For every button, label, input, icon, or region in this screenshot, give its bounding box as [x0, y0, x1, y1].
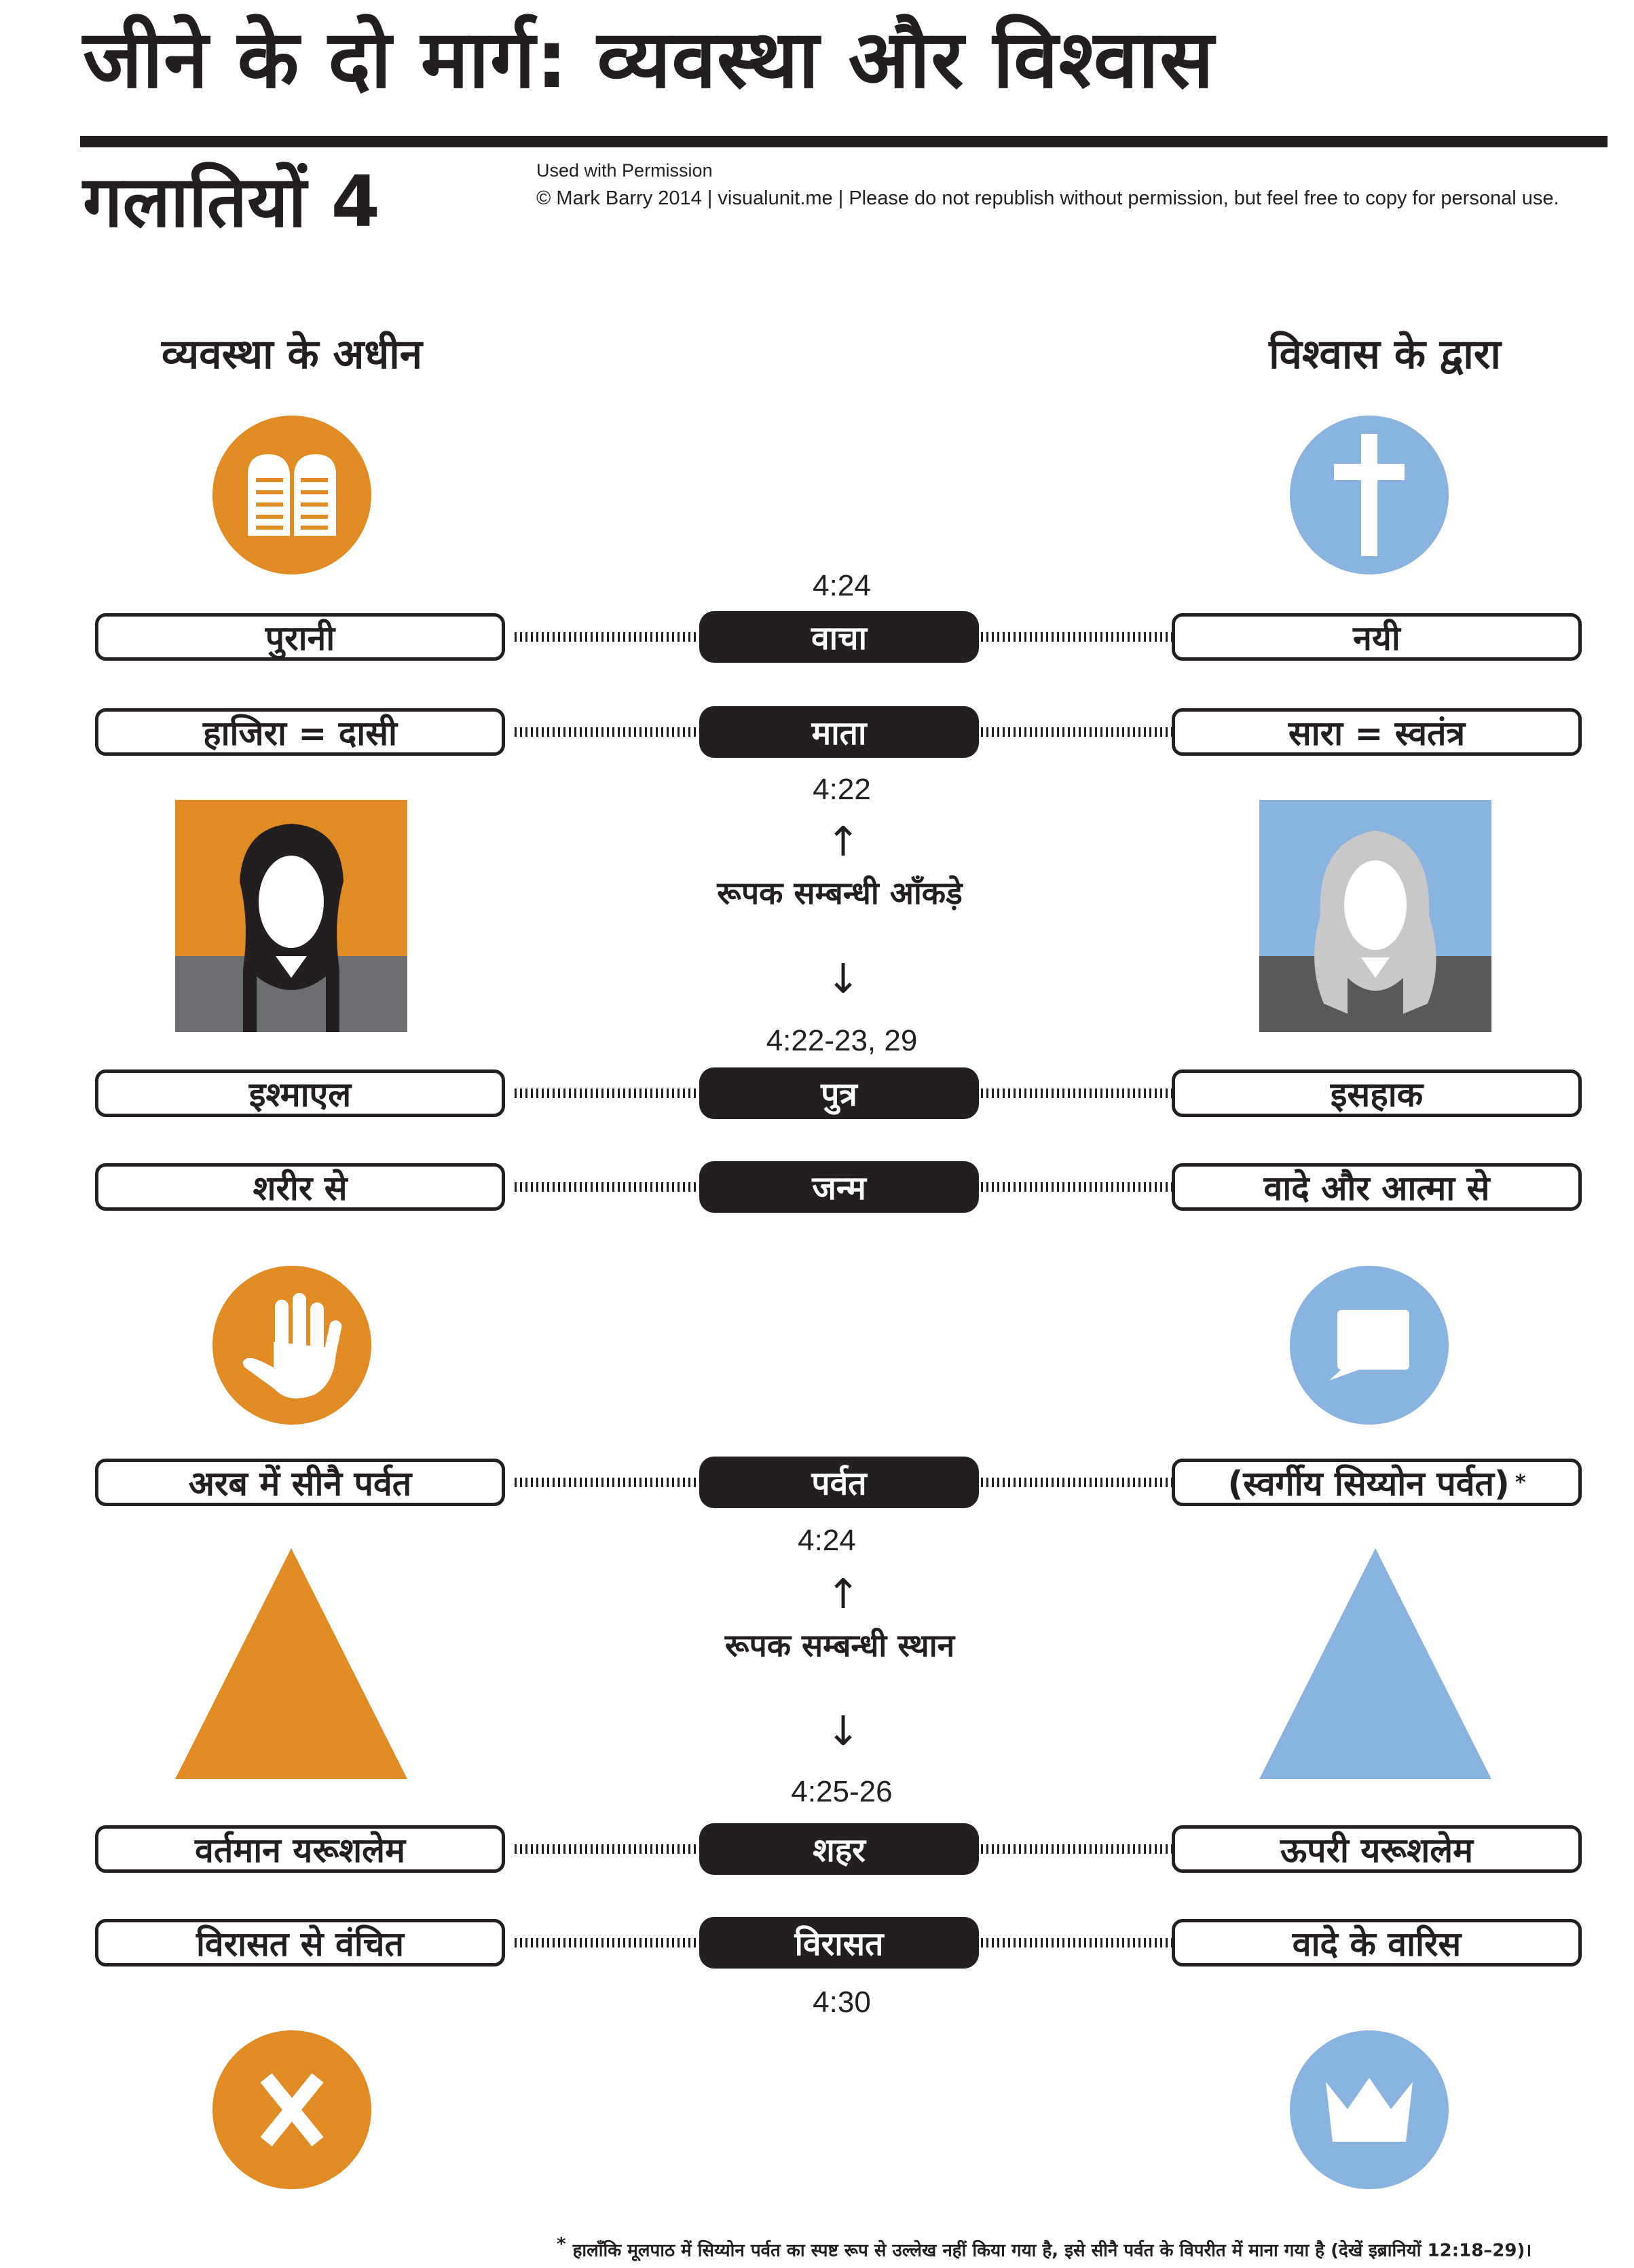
row-old-law: पुरानी — [95, 613, 505, 661]
dotted-connector — [515, 632, 711, 642]
cross-icon — [1290, 416, 1449, 574]
dotted-connector — [981, 1182, 1178, 1192]
header-rule — [80, 136, 1608, 147]
ref-4-24-b: 4:24 — [798, 1524, 856, 1557]
dotted-connector — [981, 1089, 1178, 1098]
dotted-connector — [981, 1938, 1178, 1947]
hagar-portrait — [175, 800, 407, 1032]
ref-4-25-26: 4:25-26 — [791, 1775, 893, 1808]
permission-note: Used with Permission — [536, 160, 713, 181]
row-by-flesh: शरीर से — [95, 1163, 505, 1211]
footnote: * हालाँकि मूलपाठ में सिय्योन पर्वत का स्प… — [557, 2234, 1531, 2262]
down-arrow: ↓ — [826, 1708, 861, 1755]
row-by-promise-spirit: वादे और आत्मा से — [1172, 1163, 1582, 1211]
row-mount-zion: (स्वर्गीय सिय्योन पर्वत) * — [1172, 1459, 1582, 1506]
row-isaac: इसहाक — [1172, 1069, 1582, 1117]
dotted-connector — [515, 1478, 711, 1487]
row-mount-zion-label: (स्वर्गीय सिय्योन पर्वत) — [1227, 1464, 1510, 1503]
center-label-inheritance: विरासत — [699, 1917, 979, 1969]
row-new-faith: नयी — [1172, 613, 1582, 661]
chapter-title: गलातियों 4 — [83, 160, 381, 243]
mount-sinai-triangle — [175, 1548, 407, 1779]
tablets-icon — [212, 416, 371, 574]
row-hagar: हाजिरा = दासी — [95, 708, 505, 756]
x-icon — [212, 2030, 371, 2189]
copyright-note: © Mark Barry 2014 | visualunit.me | Plea… — [536, 187, 1559, 209]
dotted-connector — [515, 727, 711, 737]
ref-4-22-23-29: 4:22-23, 29 — [766, 1024, 918, 1057]
center-label-son: पुत्र — [699, 1067, 979, 1119]
row-present-jerusalem: वर्तमान यरूशलेम — [95, 1825, 505, 1873]
ref-4-30: 4:30 — [813, 1986, 871, 2019]
dotted-connector — [981, 1478, 1178, 1487]
dotted-connector — [981, 1844, 1178, 1854]
dotted-connector — [515, 1182, 711, 1192]
ref-4-24: 4:24 — [813, 569, 871, 602]
dotted-connector — [981, 632, 1178, 642]
row-upper-jerusalem: ऊपरी यरूशलेम — [1172, 1825, 1582, 1873]
row-sarah: सारा = स्वतंत्र — [1172, 708, 1582, 756]
crown-icon — [1290, 2030, 1449, 2189]
footnote-mark: * — [557, 2234, 566, 2254]
row-denied-inheritance: विरासत से वंचित — [95, 1919, 505, 1967]
mount-zion-triangle — [1259, 1548, 1491, 1779]
allegorical-figures-label: रूपक सम्बन्धी आँकड़े — [717, 875, 963, 911]
row-heirs-of-promise: वादे के वारिस — [1172, 1919, 1582, 1967]
center-label-mother: माता — [699, 706, 979, 758]
allegorical-places-label: रूपक सम्बन्धी स्थान — [724, 1627, 955, 1664]
page-title: जीने के दो मार्ग: व्यवस्था और विश्वास — [83, 12, 1214, 106]
right-column-heading: विश्वास के द्वारा — [1269, 331, 1501, 378]
center-label-covenant: वाचा — [699, 611, 979, 663]
dotted-connector — [515, 1089, 711, 1098]
row-mount-sinai: अरब में सीनै पर्वत — [95, 1459, 505, 1506]
center-label-city: शहर — [699, 1823, 979, 1875]
left-column-heading: व्यवस्था के अधीन — [161, 331, 423, 378]
center-label-mountain: पर्वत — [699, 1457, 979, 1508]
center-label-birth: जन्म — [699, 1161, 979, 1213]
ref-4-22: 4:22 — [813, 773, 871, 806]
footnote-mark: * — [1515, 1470, 1526, 1495]
sarah-portrait — [1259, 800, 1491, 1032]
speech-bubble-icon — [1290, 1266, 1449, 1425]
dotted-connector — [515, 1938, 711, 1947]
row-ishmael: इश्माएल — [95, 1069, 505, 1117]
up-arrow: ↑ — [826, 1571, 861, 1618]
down-arrow: ↓ — [826, 955, 861, 1003]
up-arrow: ↑ — [826, 818, 861, 866]
footnote-text: हालाँकि मूलपाठ में सिय्योन पर्वत का स्पष… — [572, 2240, 1532, 2261]
dotted-connector — [515, 1844, 711, 1854]
hand-icon — [212, 1266, 371, 1425]
dotted-connector — [981, 727, 1178, 737]
